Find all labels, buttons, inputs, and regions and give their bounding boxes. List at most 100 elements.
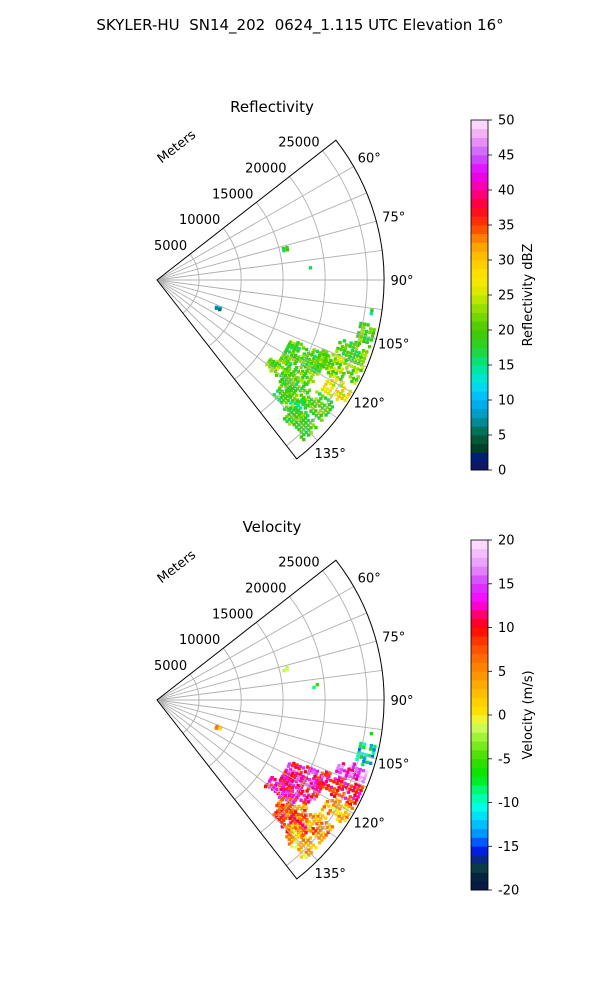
echo-pixel [318, 824, 322, 828]
echo-pixel [329, 393, 334, 398]
colorbar: -20 -15 -10 -5 0 5 10 15 20 Velocity (m/s) [470, 534, 536, 899]
echo-pixel [308, 266, 313, 270]
echo-pixel [284, 768, 289, 772]
echo-pixel [290, 352, 295, 356]
echo-pixel [289, 831, 293, 835]
echo-pixel [303, 802, 307, 806]
sector-frame [156, 139, 385, 460]
echo-pixel [286, 796, 290, 800]
echo-pixel [316, 372, 320, 376]
echo-pixel [325, 405, 330, 410]
echo-pixel [321, 349, 326, 353]
echo-pixel [325, 770, 329, 774]
echo-pixel [287, 422, 292, 426]
echo-pixel [356, 367, 360, 371]
echo-pixel [291, 833, 296, 837]
echo-pixel [315, 365, 320, 369]
echo-pixel [281, 774, 285, 778]
echo-pixel [352, 365, 357, 370]
echo-pixel [288, 804, 293, 808]
echo-pixel [298, 773, 302, 777]
echo-pixel [281, 803, 285, 807]
colorbar-tick-label: 10 [498, 394, 515, 409]
range-tick-label: 25000 [278, 556, 319, 571]
echo-pixel [280, 785, 285, 790]
echo-pixel [302, 804, 306, 808]
echo-pixel [295, 806, 300, 811]
sector-frame [156, 559, 385, 880]
echo-pixel [352, 353, 357, 357]
echo-pixel [307, 358, 312, 362]
echo-pixel [302, 401, 307, 406]
radial-axis-label: Meters [155, 548, 199, 587]
echo-pixel [327, 361, 332, 365]
echo-pixel [281, 780, 286, 784]
echo-pixel [306, 395, 311, 399]
colorbar-tick-label: 15 [498, 359, 515, 374]
echo-pixel [335, 769, 339, 773]
echo-pixel [288, 340, 293, 344]
echo-pixel [363, 333, 368, 337]
echo-pixel [299, 425, 303, 430]
echo-pixel [348, 354, 352, 359]
echo-pixel [285, 248, 290, 252]
echo-pixel [293, 826, 297, 831]
echo-region [355, 741, 377, 767]
echo-pixel [332, 780, 336, 784]
echo-pixel [305, 765, 310, 769]
echo-pixel [287, 770, 292, 774]
echo-pixel [339, 348, 343, 352]
colorbar-tick-label: 30 [498, 254, 515, 269]
echo-pixel [357, 784, 361, 788]
colorbar-band [471, 216, 488, 226]
echo-pixel [328, 809, 332, 813]
echo-pixel [309, 375, 314, 379]
echo-pixel [297, 384, 301, 389]
colorbar-band [471, 802, 488, 812]
echo-pixel [312, 348, 316, 352]
echo-pixel [324, 356, 328, 361]
echo-pixel [343, 818, 347, 822]
echo-pixel [292, 380, 296, 384]
echo-pixel [285, 825, 289, 829]
echo-pixel [340, 396, 344, 401]
echo-pixel [357, 771, 361, 775]
echo-pixel [360, 352, 364, 356]
colorbar-band [471, 347, 488, 357]
echo-pixel [306, 380, 311, 384]
azimuth-tick-label: 75° [382, 631, 405, 646]
echo-pixel [288, 386, 292, 390]
azimuth-tick-label: 90° [390, 694, 413, 709]
echo-pixel [290, 772, 295, 776]
echo-pixel [350, 768, 354, 773]
echo-pixel [347, 798, 351, 802]
echo-pixel [368, 761, 373, 765]
echo-pixel [340, 360, 344, 364]
echo-pixel [287, 417, 291, 422]
echo-pixel [284, 362, 289, 366]
echo-pixel [292, 370, 296, 374]
echo-pixel [289, 362, 293, 366]
echo-pixel [302, 437, 306, 442]
echo-pixel [370, 334, 375, 339]
echo-pixel [306, 366, 311, 371]
echo-pixel [295, 777, 300, 781]
colorbar-band [471, 776, 488, 786]
echo-pixel [332, 787, 337, 791]
echo-pixel [300, 777, 304, 781]
range-ring [260, 176, 326, 413]
echo-pixel [319, 354, 323, 358]
echo-pixel [304, 430, 308, 435]
echo-pixel [286, 376, 290, 380]
echo-pixel [371, 331, 375, 335]
echo-pixel [302, 384, 306, 388]
echo-pixel [303, 770, 308, 774]
colorbar: 0 5 10 15 20 25 30 35 40 45 50 Reflectivity dBZ [470, 114, 536, 479]
echo-pixel [346, 790, 351, 794]
echo-pixel [362, 745, 366, 750]
echo-pixel [290, 393, 294, 397]
echo-pixel [279, 787, 283, 792]
echo-pixel [350, 348, 354, 353]
echo-pixel [322, 785, 326, 789]
echo-pixel [312, 370, 317, 374]
